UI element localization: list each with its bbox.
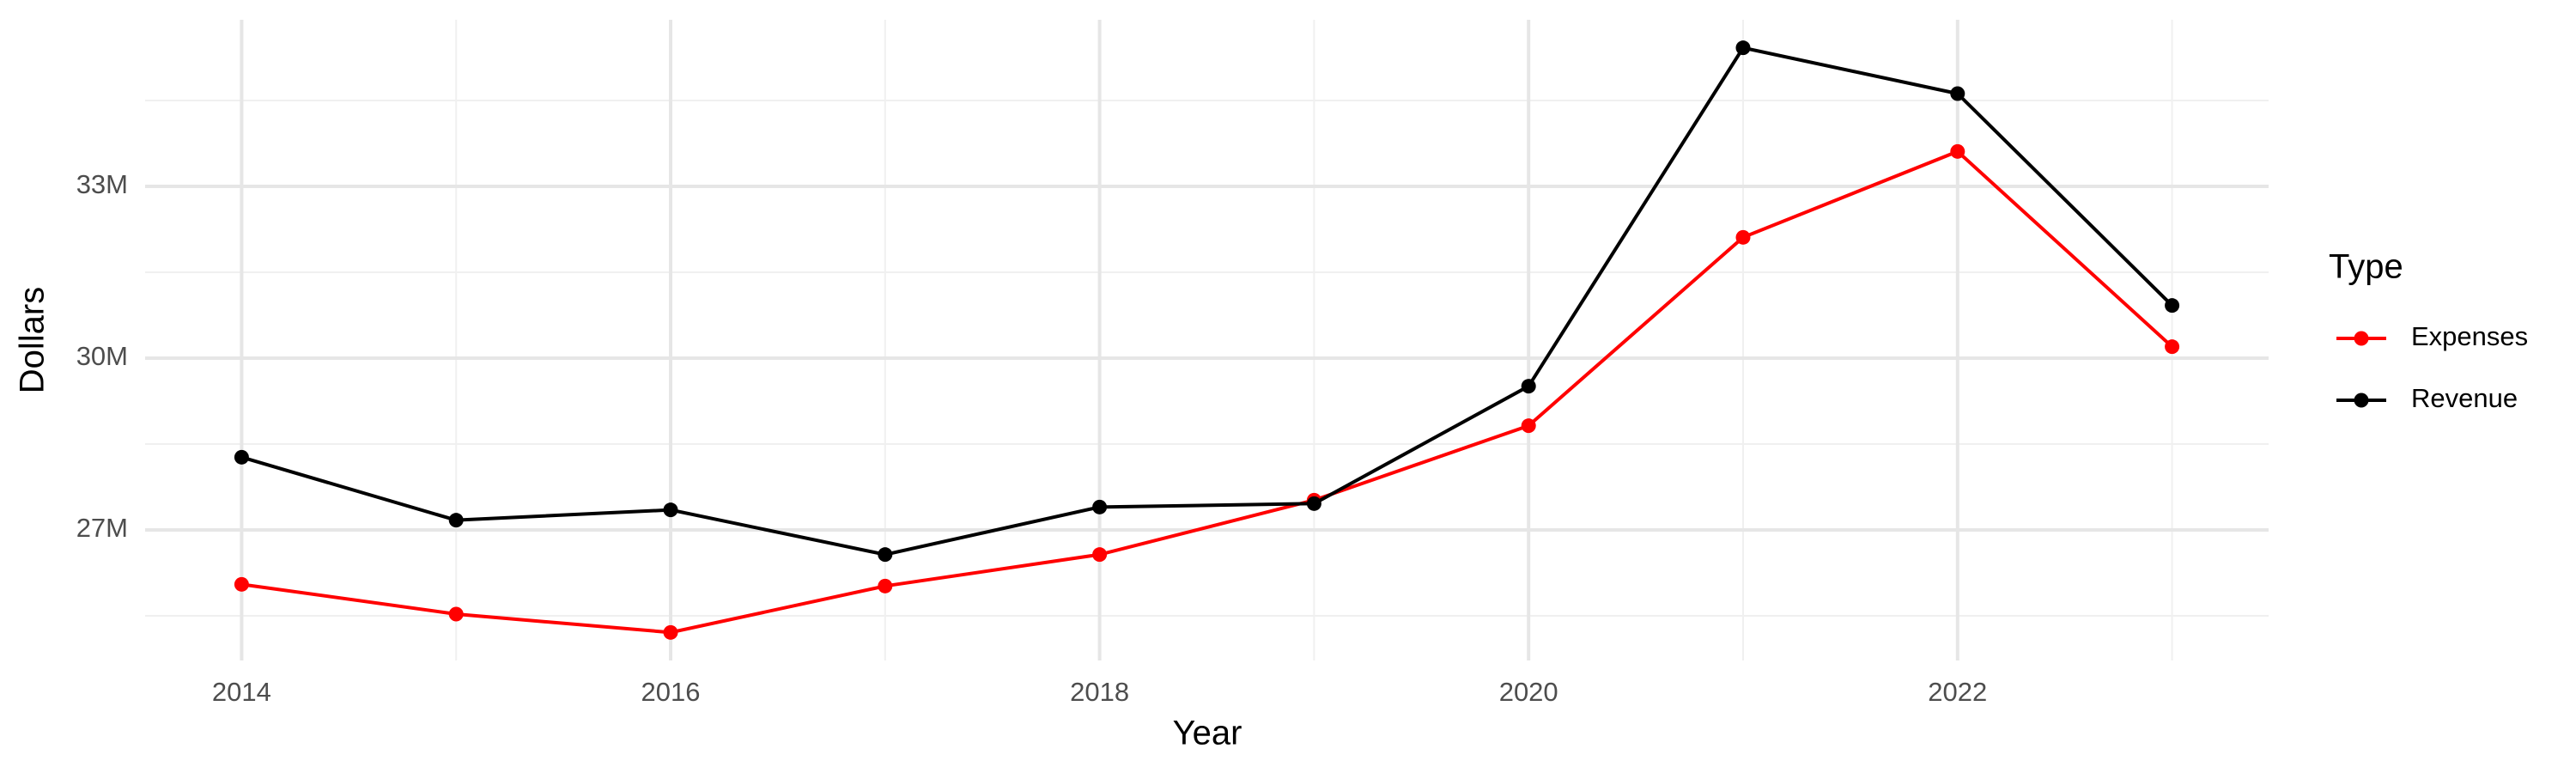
data-point — [448, 513, 464, 528]
data-point — [234, 576, 249, 592]
data-point — [1092, 547, 1108, 563]
data-point — [1950, 86, 1965, 101]
data-point — [2165, 339, 2180, 355]
y-tick-label: 27M — [76, 513, 128, 543]
legend-key-point — [2354, 331, 2369, 346]
x-tick-label: 2020 — [1499, 677, 1558, 707]
legend-label: Revenue — [2411, 383, 2518, 413]
x-tick-label: 2016 — [641, 677, 701, 707]
data-point — [1950, 143, 1965, 159]
data-point — [448, 606, 464, 622]
data-point — [1306, 496, 1321, 511]
data-point — [2165, 298, 2180, 313]
legend-label: Expenses — [2411, 321, 2528, 351]
legend-title: Type — [2329, 248, 2403, 286]
x-tick-label: 2014 — [212, 677, 271, 707]
y-axis-title: Dollars — [14, 287, 52, 393]
data-point — [1521, 418, 1536, 434]
data-point — [1735, 40, 1751, 56]
x-tick-label: 2022 — [1928, 677, 1987, 707]
data-point — [1092, 499, 1108, 514]
data-point — [1735, 229, 1751, 245]
legend-key-point — [2354, 393, 2369, 408]
data-point — [234, 449, 249, 465]
series-line — [241, 149, 2173, 635]
data-point — [878, 578, 893, 593]
data-point — [878, 547, 893, 563]
x-axis-title: Year — [1173, 715, 1242, 752]
data-point — [663, 502, 678, 518]
y-tick-label: 30M — [76, 341, 128, 371]
series-line — [240, 46, 2173, 557]
y-tick-label: 33M — [76, 169, 128, 199]
x-tick-label: 2018 — [1070, 677, 1129, 707]
data-point — [663, 624, 678, 640]
data-point — [1521, 379, 1536, 394]
